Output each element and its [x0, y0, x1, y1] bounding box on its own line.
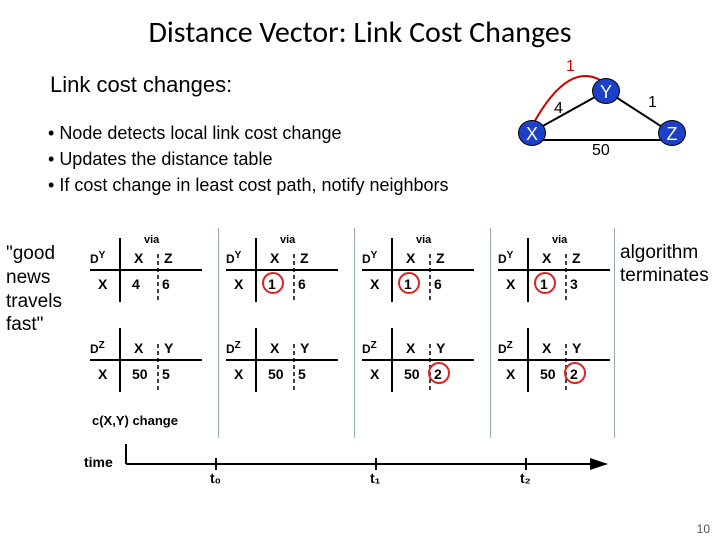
edge-label-xy-new: 1	[566, 58, 575, 76]
via-label: via	[416, 234, 431, 246]
cell-value: 5	[162, 366, 170, 382]
bullet-item: Updates the distance table	[48, 146, 449, 172]
col-header: X	[542, 250, 551, 266]
col-header: Y	[572, 340, 581, 356]
cell-value: 50	[268, 366, 284, 382]
table-stub-label: DZ	[226, 340, 241, 356]
distance-table-Z: DZ X Y X 50 5	[90, 326, 202, 396]
page-number: 10	[697, 522, 710, 536]
row-label: X	[370, 276, 379, 292]
row-label: X	[234, 276, 243, 292]
col-header: X	[406, 340, 415, 356]
col-header: X	[406, 250, 415, 266]
edge-label-xz: 50	[592, 142, 610, 160]
via-label: via	[552, 234, 567, 246]
col-header: Y	[164, 340, 173, 356]
col-header: Z	[300, 250, 309, 266]
col-header: X	[134, 250, 143, 266]
edge-label-xy-old: 4	[554, 100, 563, 118]
col-header: X	[542, 340, 551, 356]
distance-table-Y: DYviaXZX16	[226, 236, 338, 306]
timeline-tick-0: t₀	[210, 470, 221, 486]
timeline-tick-1: t₁	[370, 470, 380, 486]
row-label: X	[234, 366, 243, 382]
cell-value: 3	[570, 276, 578, 292]
table-stub-label: DZ	[498, 340, 513, 356]
col-header: Y	[436, 340, 445, 356]
distance-tables: DYviaXZX46DZXYX505DYviaXZX16DZXYX505DYvi…	[86, 232, 616, 432]
cell-value: 50	[540, 366, 556, 382]
highlight-circle	[564, 362, 586, 384]
col-header: Z	[164, 250, 173, 266]
row-label: X	[98, 366, 107, 382]
table-stub-label: DY	[498, 250, 513, 266]
table-stub-label: DZ	[362, 340, 377, 356]
col-header: X	[270, 250, 279, 266]
cell-value: 6	[162, 276, 170, 292]
distance-table-Z: DZXYX502	[362, 326, 474, 396]
distance-table-Z: DZXYX502	[498, 326, 610, 396]
timeline: time t₀ t₁ t₂	[86, 444, 616, 494]
distance-table-Y: DYviaXZX13	[498, 236, 610, 306]
col-header: Y	[300, 340, 309, 356]
bullet-list: Node detects local link cost change Upda…	[48, 120, 449, 198]
via-label: via	[144, 234, 159, 246]
distance-table-Z: DZ X Y X 50 5	[226, 326, 338, 396]
bullet-item: Node detects local link cost change	[48, 120, 449, 146]
highlight-circle	[428, 362, 450, 384]
via-label: via	[280, 234, 295, 246]
label-algorithm-terminates: algorithm terminates	[620, 242, 720, 288]
cxy-change-label: c(X,Y) change	[92, 414, 178, 428]
distance-table-Y: DYviaXZX16	[362, 236, 474, 306]
table-stub-label: DY	[90, 250, 105, 266]
col-header: X	[270, 340, 279, 356]
table-stub-label: DY	[362, 250, 377, 266]
distance-table-Y: DYviaXZX46	[90, 236, 202, 306]
quote-good-news: "good news travels fast"	[6, 242, 86, 337]
row-label: X	[370, 366, 379, 382]
highlight-circle	[398, 272, 420, 294]
section-subtitle: Link cost changes:	[50, 72, 232, 98]
row-label: X	[506, 366, 515, 382]
cell-value: 4	[132, 276, 140, 292]
highlight-circle	[534, 272, 556, 294]
col-header: X	[134, 340, 143, 356]
cell-value: 50	[132, 366, 148, 382]
bullet-item: If cost change in least cost path, notif…	[48, 172, 449, 198]
page-title: Distance Vector: Link Cost Changes	[0, 0, 720, 51]
network-graph: 1 4 1 50 X Y Z	[500, 60, 690, 180]
highlight-circle	[262, 272, 284, 294]
col-header: Z	[436, 250, 445, 266]
node-z: Z	[658, 120, 686, 146]
node-y: Y	[592, 78, 620, 104]
edge-label-yz: 1	[648, 94, 657, 112]
table-stub-label: DY	[226, 250, 241, 266]
cell-value: 50	[404, 366, 420, 382]
node-x: X	[518, 120, 546, 146]
cell-value: 6	[298, 276, 306, 292]
col-header: Z	[572, 250, 581, 266]
row-label: X	[98, 276, 107, 292]
cell-value: 5	[298, 366, 306, 382]
cell-value: 6	[434, 276, 442, 292]
table-stub-label: DZ	[90, 340, 105, 356]
timeline-label: time	[84, 454, 113, 470]
timeline-tick-2: t₂	[520, 470, 531, 486]
cxy-text: c(X,Y) change	[92, 413, 178, 428]
row-label: X	[506, 276, 515, 292]
